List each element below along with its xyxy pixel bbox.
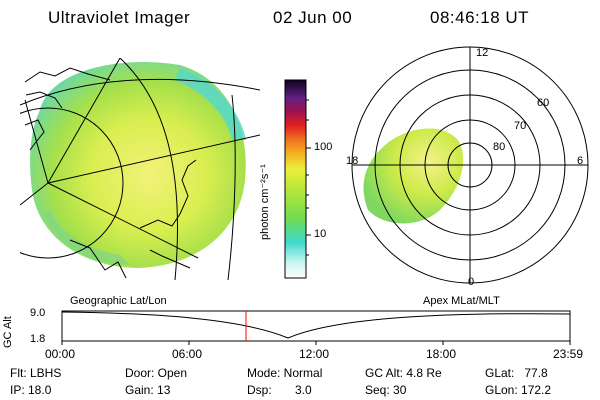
xtick-0600: 06:00 bbox=[172, 347, 203, 361]
gc-alt-axis-label: GC Alt bbox=[2, 316, 14, 348]
xtick-0000: 00:00 bbox=[45, 347, 76, 361]
info-glat: GLat: 77.8 bbox=[485, 366, 548, 380]
lat-label-60: 60 bbox=[537, 97, 550, 109]
xtick-1200: 12:00 bbox=[299, 347, 330, 361]
apex-label: Apex MLat/MLT bbox=[423, 295, 500, 307]
ytick-9: 9.0 bbox=[30, 307, 46, 319]
mlt-label-6: 6 bbox=[577, 155, 584, 167]
mlt-label-12: 12 bbox=[476, 47, 489, 59]
info-dsp: Dsp: 3.0 bbox=[247, 383, 312, 397]
info-ip: IP: 18.0 bbox=[10, 383, 52, 397]
lat-label-70: 70 bbox=[514, 120, 527, 132]
ytick-1-8: 1.8 bbox=[30, 333, 46, 345]
colorbar-tick-100: 100 bbox=[314, 141, 333, 153]
info-gc-alt: GC Alt: 4.8 Re bbox=[365, 366, 442, 380]
colorbar bbox=[284, 79, 307, 279]
mlt-label-0: 0 bbox=[468, 276, 475, 288]
info-seq: Seq: 30 bbox=[365, 383, 407, 397]
info-door: Door: Open bbox=[125, 366, 188, 380]
colorbar-unit-label: photon cm⁻²s⁻¹ bbox=[259, 164, 271, 240]
polar-image bbox=[363, 128, 464, 224]
lat-label-80: 80 bbox=[493, 141, 506, 153]
altitude-plot bbox=[61, 310, 571, 345]
time-label: 08:46:18 UT bbox=[430, 8, 530, 27]
info-filter: Flt: LBHS bbox=[10, 366, 62, 380]
info-glon: GLon: 172.2 bbox=[485, 383, 552, 397]
info-mode: Mode: Normal bbox=[247, 366, 323, 380]
info-gain: Gain: 13 bbox=[125, 383, 171, 397]
geographic-image bbox=[20, 58, 260, 280]
mlt-label-18: 18 bbox=[346, 155, 359, 167]
polar-grid bbox=[351, 46, 589, 284]
xtick-1800: 18:00 bbox=[426, 347, 457, 361]
xtick-2359: 23:59 bbox=[553, 347, 584, 361]
instrument-title: Ultraviolet Imager bbox=[48, 8, 191, 27]
date-label: 02 Jun 00 bbox=[273, 8, 353, 27]
colorbar-tick-10: 10 bbox=[314, 228, 327, 240]
geographic-label: Geographic Lat/Lon bbox=[70, 295, 167, 307]
